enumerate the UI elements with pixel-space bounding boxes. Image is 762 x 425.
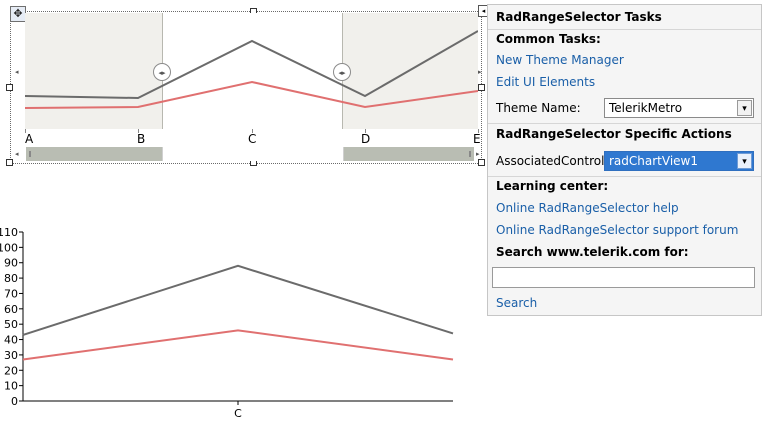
move-handle-icon[interactable]: ✥ (10, 6, 26, 22)
y-tick-label: 60 (4, 303, 18, 316)
smart-tag-tasks-panel: RadRangeSelector Tasks Common Tasks: New… (487, 4, 762, 316)
common-tasks-heading: Common Tasks: (496, 32, 601, 46)
y-tick-label: 10 (4, 380, 18, 393)
search-heading: Search www.telerik.com for: (496, 245, 689, 259)
search-input[interactable] (492, 267, 755, 288)
axis-tick (138, 129, 139, 133)
y-tick-label: 90 (4, 257, 18, 270)
resize-handle-bottom-right[interactable] (478, 159, 485, 166)
online-help-link[interactable]: Online RadRangeSelector help (496, 201, 679, 215)
chevron-down-icon[interactable]: ▾ (737, 100, 752, 116)
scrollbar-grip-left[interactable] (29, 151, 31, 157)
y-tick-label: 70 (4, 287, 18, 300)
chevron-down-icon[interactable]: ▾ (737, 153, 752, 169)
tasks-title: RadRangeSelector Tasks (496, 10, 662, 24)
axis-tick (478, 129, 479, 133)
axis-tick (252, 129, 253, 133)
resize-handle-bottom-left[interactable] (6, 159, 13, 166)
y-tick-label: 40 (4, 334, 18, 347)
y-tick-label: 50 (4, 318, 18, 331)
axis-tick (365, 129, 366, 133)
associated-control-dropdown[interactable]: radChartView1 ▾ (604, 151, 754, 171)
y-tick-label: 80 (4, 272, 18, 285)
divider (488, 176, 761, 177)
axis-label-d: D (361, 132, 371, 146)
x-tick-label: C (234, 407, 242, 420)
associated-control-value: radChartView1 (609, 154, 698, 168)
divider (488, 29, 761, 30)
associated-control-label: AssociatedControl: (496, 154, 609, 168)
range-axis: A B C D E (12, 129, 481, 146)
range-series-gray (25, 30, 478, 100)
search-link[interactable]: Search (496, 296, 538, 310)
y-tick-label: 30 (4, 349, 18, 362)
range-selector-plot: ◂▸ ◂▸ (25, 13, 478, 129)
axis-label-b: B (137, 132, 146, 146)
scrollbar-thumb[interactable] (162, 147, 344, 161)
resize-handle-right[interactable] (478, 84, 485, 91)
range-scrollbar[interactable] (26, 147, 474, 161)
y-tick-label: 20 (4, 364, 18, 377)
series-line-0 (22, 264, 454, 336)
scroll-right-arrow-icon[interactable]: ▸ (476, 150, 480, 158)
range-start-thumb[interactable]: ◂▸ (153, 63, 171, 81)
range-preview-lines (25, 30, 478, 109)
scroll-left-arrow-icon[interactable]: ◂ (15, 150, 19, 158)
resize-handle-left[interactable] (6, 84, 13, 91)
new-theme-manager-link[interactable]: New Theme Manager (496, 53, 624, 67)
range-right-arrow-icon[interactable]: ▸ (478, 68, 482, 76)
range-left-arrow-icon[interactable]: ◂ (15, 68, 19, 76)
axis-label-a: A (25, 132, 34, 146)
specific-actions-heading: RadRangeSelector Specific Actions (496, 127, 732, 141)
axis-tick (25, 129, 26, 133)
theme-name-label: Theme Name: (496, 101, 581, 115)
edit-ui-elements-link[interactable]: Edit UI Elements (496, 75, 596, 89)
theme-name-value: TelerikMetro (609, 101, 683, 115)
divider (488, 123, 761, 124)
y-tick-label: 100 (0, 241, 18, 254)
y-tick-label: 0 (11, 395, 18, 408)
axis-label-c: C (248, 132, 257, 146)
theme-name-dropdown[interactable]: TelerikMetro ▾ (604, 98, 754, 118)
line-chart: 0 10 20 30 40 50 60 70 80 90 100 110 C (0, 226, 454, 420)
axis-label-e: E (473, 132, 481, 146)
y-tick-label: 110 (0, 226, 18, 239)
support-forum-link[interactable]: Online RadRangeSelector support forum (496, 223, 739, 237)
scrollbar-grip-right[interactable] (469, 151, 471, 157)
series-line-1 (22, 329, 454, 361)
range-end-thumb[interactable]: ◂▸ (333, 63, 351, 81)
unselected-region-left (25, 13, 162, 129)
range-series-red (25, 80, 478, 109)
learning-center-heading: Learning center: (496, 179, 609, 193)
